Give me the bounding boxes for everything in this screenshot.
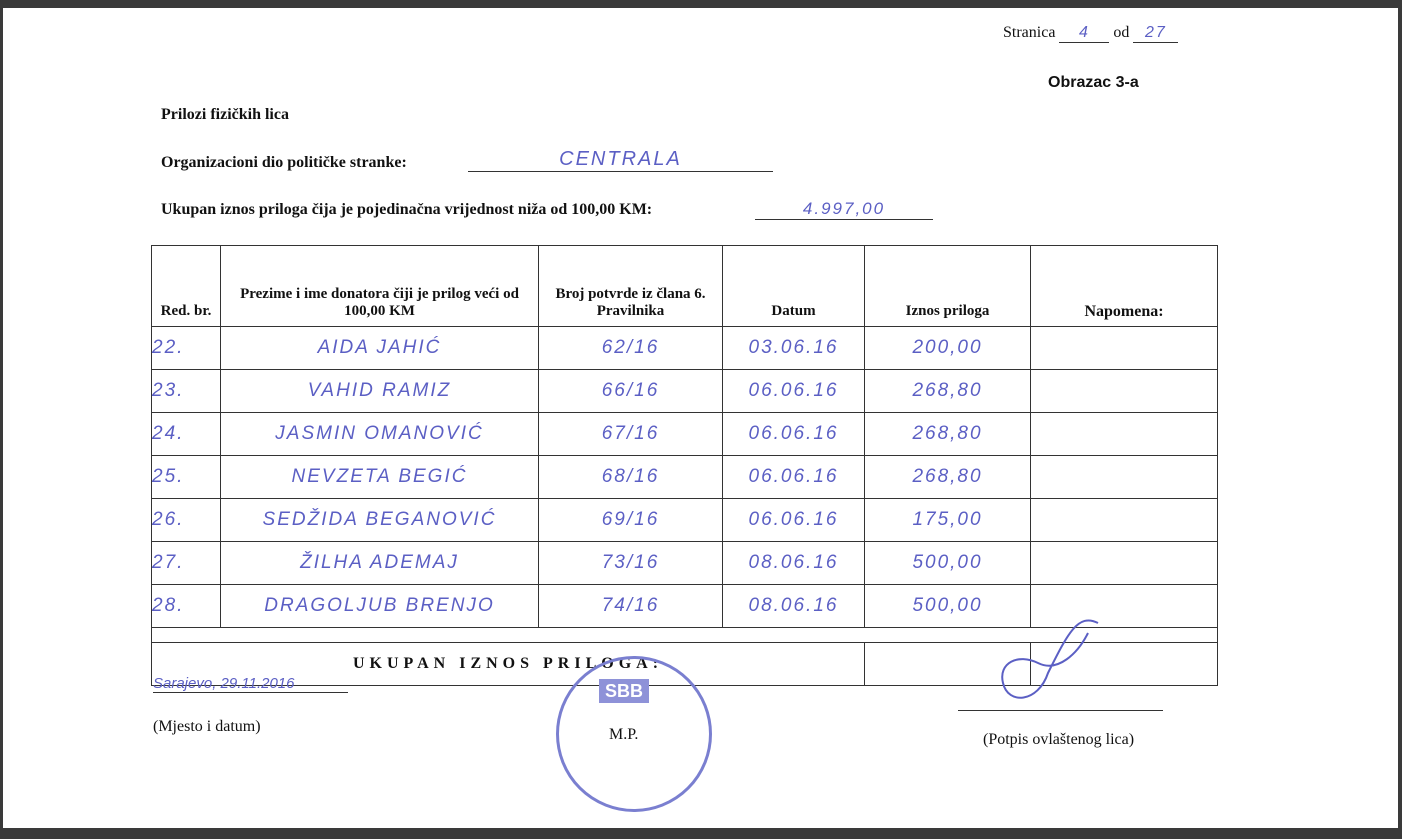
org-value: CENTRALA (468, 148, 773, 172)
table-cell: 62/16 (538, 326, 723, 370)
signature-line (958, 710, 1163, 711)
table-cell: 74/16 (538, 584, 723, 628)
table-cell (1030, 412, 1218, 456)
table-row: 26. SEDŽIDA BEGANOVIĆ 69/16 06.06.16 175,00 (151, 498, 1218, 542)
form-id: Obrazac 3-a (1048, 74, 1139, 91)
total-label: Ukupan iznos priloga čija je pojedinačna… (161, 201, 653, 218)
table-cell: 03.06.16 (722, 326, 865, 370)
table-cell: ŽILHA ADEMAJ (220, 541, 539, 585)
signature-label: (Potpis ovlaštenog lica) (983, 731, 1135, 748)
table-cell (1030, 498, 1218, 542)
col-header: Red. br. (151, 245, 221, 327)
document-page: Stranica 4 od 27 Obrazac 3-a Prilozi fiz… (3, 8, 1398, 828)
table-cell: AIDA JAHIĆ (220, 326, 539, 370)
col-header: Prezime i ime donatora čiji je prilog ve… (220, 245, 539, 327)
total-row-label: UKUPAN IZNOS PRILOGA: (151, 642, 865, 686)
table-cell: 25. (151, 455, 221, 499)
signature (1001, 619, 1099, 699)
table-row: 27. ŽILHA ADEMAJ 73/16 08.06.16 500,00 (151, 541, 1218, 585)
donations-table: Red. br. Prezime i ime donatora čiji je … (151, 245, 1218, 686)
table-cell: 06.06.16 (722, 455, 865, 499)
page-num: 4 (1059, 24, 1110, 43)
table-cell: 22. (151, 326, 221, 370)
table-row: 24. JASMIN OMANOVIĆ 67/16 06.06.16 268,80 (151, 412, 1218, 456)
doc-title: Prilozi fizičkih lica (161, 106, 289, 123)
table-cell: 73/16 (538, 541, 723, 585)
table-cell: 268,80 (864, 412, 1031, 456)
table-row: 25. NEVZETA BEGIĆ 68/16 06.06.16 268,80 (151, 455, 1218, 499)
table-cell: SEDŽIDA BEGANOVIĆ (220, 498, 539, 542)
table-cell: 06.06.16 (722, 412, 865, 456)
table-cell: 06.06.16 (722, 369, 865, 413)
table-cell: 23. (151, 369, 221, 413)
table-cell: 67/16 (538, 412, 723, 456)
table-cell: 69/16 (538, 498, 723, 542)
place-date-label: (Mjesto i datum) (153, 718, 261, 735)
table-cell: 24. (151, 412, 221, 456)
table-cell: 28. (151, 584, 221, 628)
table-cell: 06.06.16 (722, 498, 865, 542)
table-row: 28. DRAGOLJUB BRENJO 74/16 08.06.16 500,00 (151, 584, 1218, 628)
col-header: Iznos priloga (864, 245, 1031, 327)
table-cell: 08.06.16 (722, 584, 865, 628)
stamp-logo: SBB (599, 679, 650, 703)
col-header: Napomena: (1030, 245, 1218, 327)
table-total-row: UKUPAN IZNOS PRILOGA: (151, 642, 1218, 686)
org-label: Organizacioni dio političke stranke: (161, 154, 407, 171)
place-date: Sarajevo, 29.11.2016 (153, 675, 348, 693)
table-cell (1030, 326, 1218, 370)
table-cell (1030, 541, 1218, 585)
table-cell (1030, 584, 1218, 628)
table-row: 22. AIDA JAHIĆ 62/16 03.06.16 200,00 (151, 326, 1218, 370)
col-header: Broj potvrde iz člana 6. Pravilnika (538, 245, 723, 327)
table-cell: 268,80 (864, 455, 1031, 499)
table-row: 23. VAHID RAMIZ 66/16 06.06.16 268,80 (151, 369, 1218, 413)
table-cell: 200,00 (864, 326, 1031, 370)
stamp: SBB (556, 656, 712, 812)
of-label: od (1113, 24, 1130, 41)
table-cell: 268,80 (864, 369, 1031, 413)
table-cell (1030, 369, 1218, 413)
table-header: Red. br. Prezime i ime donatora čiji je … (151, 245, 1218, 327)
col-header: Datum (722, 245, 865, 327)
table-cell: 500,00 (864, 541, 1031, 585)
table-cell: 26. (151, 498, 221, 542)
table-cell: 08.06.16 (722, 541, 865, 585)
table-cell: 175,00 (864, 498, 1031, 542)
total-value: 4.997,00 (755, 199, 933, 220)
table-cell: VAHID RAMIZ (220, 369, 539, 413)
page-number: Stranica 4 od 27 (1003, 24, 1179, 43)
table-cell: DRAGOLJUB BRENJO (220, 584, 539, 628)
page-total: 27 (1133, 24, 1179, 43)
table-cell: 27. (151, 541, 221, 585)
table-cell: 66/16 (538, 369, 723, 413)
table-cell (1030, 455, 1218, 499)
page-label: Stranica (1003, 24, 1056, 41)
table-cell: NEVZETA BEGIĆ (220, 455, 539, 499)
table-cell: JASMIN OMANOVIĆ (220, 412, 539, 456)
table-cell: 68/16 (538, 455, 723, 499)
mp-label: M.P. (609, 726, 639, 743)
